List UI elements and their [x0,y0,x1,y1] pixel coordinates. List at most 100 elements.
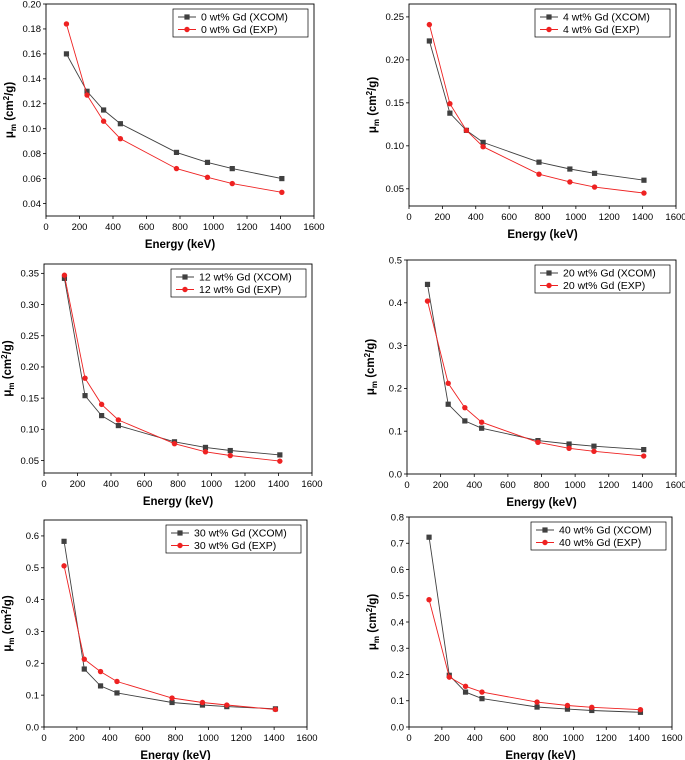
legend-marker-square [546,14,552,20]
legend-marker-circle [546,26,552,33]
y-tick-label: 0.1 [26,690,39,701]
y-tick-label: 0.4 [391,617,404,628]
data-point-xcom [82,393,88,399]
data-point-exp [591,184,598,190]
x-axis-title: Energy (keV) [507,229,577,241]
data-point-exp [272,706,279,713]
legend: 30 wt% Gd (XCOM)30 wt% Gd (EXP) [165,524,302,554]
chart-panel-2: 0 200 400 600 800 1000 1200 1400 1600 0.05 0.10 0.1… [365,3,685,241]
x-tick-label: 1600 [296,733,317,744]
series-line-2 [427,300,644,457]
data-point-exp [224,702,230,708]
y-axis-title-part: (cm [4,100,16,124]
data-point-xcom [229,166,235,172]
series-line-2 [428,599,641,711]
y-tick-label: 0.1 [391,696,404,707]
x-tick-label: 800 [168,733,184,744]
data-point-xcom [564,706,571,712]
x-tick-label: 1600 [665,480,685,491]
legend-box [172,8,309,38]
data-point-xcom [567,166,573,172]
data-point-xcom [479,696,485,702]
y-tick-label: 0.3 [389,341,402,352]
data-point-exp [462,683,469,690]
y-tick-label: 0.20 [23,0,42,10]
y-tick-label: 0.25 [21,331,40,342]
legend-label: 30 wt% Gd (EXP) [194,540,276,552]
legend-marker-circle [184,26,190,33]
y-axis-title-part: (cm [2,614,14,638]
legend-label: 12 wt% Gd (XCOM) [199,272,292,284]
x-tick-label: 800 [170,479,186,490]
x-tick-label: 800 [172,222,188,233]
data-point-xcom [589,707,595,714]
x-tick-label: 400 [105,222,121,233]
data-point-exp [279,189,285,196]
x-tick-label: 0 [41,479,46,490]
y-tick-label: 0.04 [23,199,42,210]
y-axis-title-part: 2 [365,607,374,612]
data-point-xcom [591,170,598,176]
x-tick-label: 1000 [198,733,219,744]
y-axis-title: μm (cm2/g) [365,594,381,651]
data-point-xcom [534,704,540,710]
x-tick-label: 400 [468,212,484,223]
legend-marker-square [182,274,188,280]
x-tick-label: 600 [135,733,151,744]
y-tick-label: 0.0 [26,722,39,733]
x-tick-label: 400 [103,479,119,490]
data-point-xcom [204,159,211,165]
y-tick-label: 0.35 [21,269,40,280]
y-tick-label: 0.08 [23,149,42,160]
x-axis-title: Energy (keV) [140,750,210,760]
data-point-xcom [101,107,107,113]
legend-label: 40 wt% Gd (XCOM) [559,525,652,537]
x-tick-label: 1400 [264,733,285,744]
x-tick-label: 400 [102,733,118,744]
data-point-xcom [115,422,121,429]
data-point-exp [204,174,211,181]
y-axis-title-part: (cm [367,95,379,119]
data-point-exp [641,190,647,196]
legend-box [170,268,307,298]
legend-marker-square [542,527,548,533]
data-point-xcom [81,666,87,672]
legend: 4 wt% Gd (XCOM)4 wt% Gd (EXP) [534,8,671,38]
legend-label: 0 wt% Gd (EXP) [201,24,277,36]
x-tick-label: 200 [69,733,85,744]
x-tick-label: 200 [72,222,88,233]
data-point-exp [169,695,175,701]
data-point-exp [97,668,104,675]
data-point-exp [115,417,122,423]
series-line-1 [63,541,276,710]
chart-panel-4: 0 200 400 600 800 1000 1200 1400 1600 0.0 0.1 0.2 0.… [363,255,685,509]
y-tick-label: 0.10 [23,124,42,135]
data-point-exp [591,448,597,455]
series-line-2 [428,24,645,194]
y-tick-label: 0.05 [386,184,405,195]
data-point-xcom [279,175,285,182]
y-axis-title-part: /g) [2,595,14,609]
y-tick-label: 0.8 [391,512,404,523]
y-tick-label: 0.2 [389,384,402,395]
y-tick-label: 0.20 [21,362,40,373]
legend-marker-circle [542,539,548,546]
y-axis-title-part: (cm [367,612,379,636]
data-point-xcom [61,538,67,544]
data-point-exp [98,401,105,408]
y-axis-title-part: μ [367,643,379,650]
x-tick-label: 1200 [236,222,257,233]
y-axis-title-part: μ [367,126,379,133]
y-tick-label: 0.2 [26,659,39,670]
y-tick-label: 0.12 [23,99,42,110]
data-point-exp [447,101,453,107]
y-axis-title-part: m [370,381,379,388]
chart-panel-3: 0 200 400 600 800 1000 1200 1400 1600 0.05 0.10 0.1… [0,263,323,508]
data-point-exp [114,678,120,685]
data-point-xcom [462,418,468,424]
y-axis-title-part: μ [2,645,14,652]
data-point-exp [229,180,235,187]
data-point-exp [61,563,67,569]
legend-label: 20 wt% Gd (EXP) [563,280,645,292]
